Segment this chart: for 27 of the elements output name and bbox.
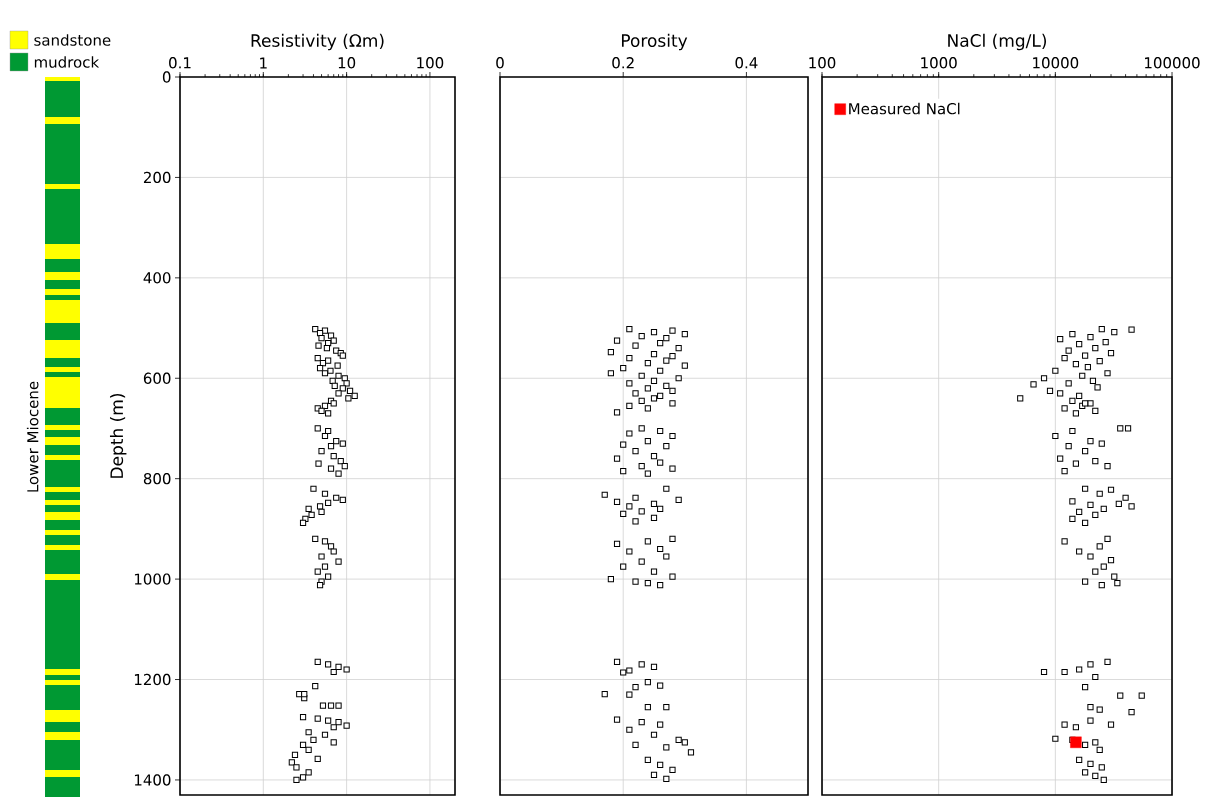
y-tick-label: 200 [143, 171, 171, 184]
y-tick-label: 1400 [134, 774, 171, 786]
text: Lower Miocene [26, 381, 39, 492]
y-tick-label: 1200 [134, 673, 171, 686]
y-tick-label: 1000 [134, 573, 171, 585]
x-tick-label: 0 [496, 57, 504, 69]
x-tick-label: 0.4 [735, 57, 758, 69]
y-tick-label: 600 [143, 372, 171, 384]
x-tick-label: 0.2 [612, 57, 634, 69]
x-tick-label: 10 [338, 57, 356, 69]
category-label: mudrock [34, 56, 100, 68]
x-tick-label: 100 [809, 57, 836, 69]
y-tick-label: 0 [162, 71, 171, 83]
x-tick-label: 1 [260, 57, 267, 69]
x-tick-label: 100000 [1145, 57, 1200, 69]
category-label: sandstone [34, 34, 111, 46]
x-tick-label: 1000 [921, 57, 957, 69]
x-tick-label: 0.1 [169, 57, 191, 69]
y-tick-label: 800 [143, 473, 171, 485]
x-axis-title: NaCl (mg/L) [948, 33, 1047, 51]
y-tick-label: 400 [143, 272, 171, 284]
x-axis-title: Porosity [621, 33, 688, 51]
x-axis-title: Resistivity (Ωm) [251, 33, 384, 51]
y-axis-title: Depth (m) [109, 393, 127, 478]
legend-label: Measured NaCl [849, 102, 960, 115]
x-tick-label: 100 [417, 57, 444, 69]
x-tick-label: 10000 [1033, 57, 1079, 69]
